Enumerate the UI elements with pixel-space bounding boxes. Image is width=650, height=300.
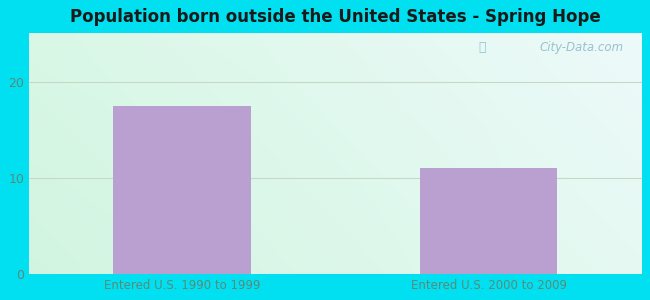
Text: City-Data.com: City-Data.com <box>539 41 623 54</box>
Bar <box>420 168 558 274</box>
Bar <box>113 106 251 274</box>
Title: Population born outside the United States - Spring Hope: Population born outside the United State… <box>70 8 601 26</box>
Text: ⓘ: ⓘ <box>478 41 486 54</box>
